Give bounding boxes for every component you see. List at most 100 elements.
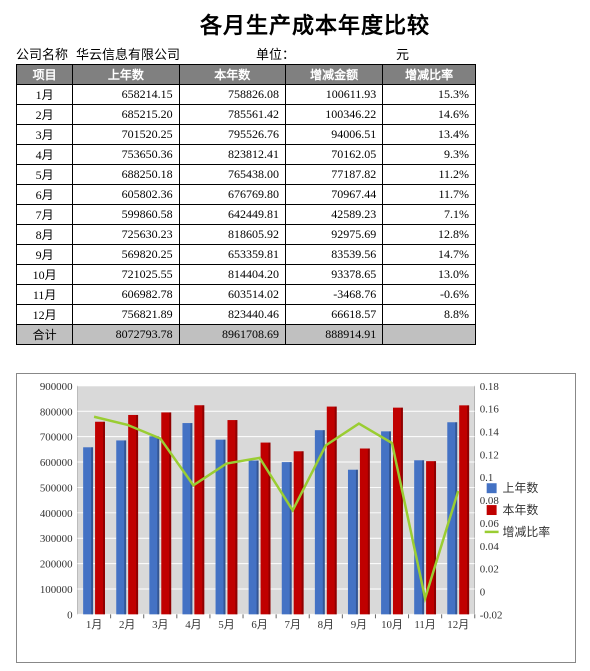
cell: 70967.44 [286, 185, 383, 205]
svg-text:3月: 3月 [152, 619, 168, 631]
cell: 569820.25 [73, 245, 179, 265]
cell: 1月 [17, 85, 73, 105]
svg-text:6月: 6月 [251, 619, 267, 631]
cell: 8961708.69 [179, 325, 285, 345]
svg-text:600000: 600000 [40, 457, 73, 469]
cell: 8072793.78 [73, 325, 179, 345]
cell: 13.0% [383, 265, 476, 285]
cell: 721025.55 [73, 265, 179, 285]
cell: 14.6% [383, 105, 476, 125]
cell: 94006.51 [286, 125, 383, 145]
svg-text:700000: 700000 [40, 432, 73, 444]
cell: 14.7% [383, 245, 476, 265]
svg-text:7月: 7月 [285, 619, 301, 631]
svg-text:10月: 10月 [381, 619, 403, 631]
svg-text:900000: 900000 [40, 381, 73, 393]
cell: 92975.69 [286, 225, 383, 245]
cell: 2月 [17, 105, 73, 125]
table-row: 5月688250.18765438.0077187.8211.2% [17, 165, 476, 185]
table-row: 10月721025.55814404.2093378.6513.0% [17, 265, 476, 285]
cost-chart: 0100000200000300000400000500000600000700… [17, 374, 575, 662]
cell: 599860.58 [73, 205, 179, 225]
page-title: 各月生产成本年度比较 [56, 8, 574, 40]
unit-value: 元 [396, 44, 456, 63]
chart-container: 0100000200000300000400000500000600000700… [16, 373, 576, 663]
cell: 605802.36 [73, 185, 179, 205]
cell: 100611.93 [286, 85, 383, 105]
svg-text:300000: 300000 [40, 533, 73, 545]
cell: 9.3% [383, 145, 476, 165]
svg-text:8月: 8月 [318, 619, 334, 631]
cell: 603514.02 [179, 285, 285, 305]
cell: 658214.15 [73, 85, 179, 105]
table-row: 3月701520.25795526.7694006.5113.4% [17, 125, 476, 145]
svg-text:2月: 2月 [119, 619, 135, 631]
table-row: 12月756821.89823440.4666618.578.8% [17, 305, 476, 325]
svg-text:5月: 5月 [218, 619, 234, 631]
table-row: 4月753650.36823812.4170162.059.3% [17, 145, 476, 165]
cell: 888914.91 [286, 325, 383, 345]
cell: 66618.57 [286, 305, 383, 325]
cell: 653359.81 [179, 245, 285, 265]
cell: 11.7% [383, 185, 476, 205]
cell: 756821.89 [73, 305, 179, 325]
cell: -3468.76 [286, 285, 383, 305]
svg-text:0: 0 [480, 586, 486, 598]
svg-text:0.16: 0.16 [480, 404, 500, 416]
svg-text:400000: 400000 [40, 508, 73, 520]
table-row: 1月658214.15758826.08100611.9315.3% [17, 85, 476, 105]
svg-text:上年数: 上年数 [503, 481, 539, 495]
cell: 70162.05 [286, 145, 383, 165]
company-name: 华云信息有限公司 [76, 44, 256, 63]
cell: 8.8% [383, 305, 476, 325]
svg-text:11月: 11月 [414, 619, 435, 631]
svg-text:200000: 200000 [40, 559, 73, 571]
svg-text:0.18: 0.18 [480, 381, 500, 393]
col-header: 本年数 [179, 65, 285, 85]
cell: 83539.56 [286, 245, 383, 265]
svg-text:0.02: 0.02 [480, 564, 499, 576]
svg-text:本年数: 本年数 [503, 503, 539, 517]
cell: 642449.81 [179, 205, 285, 225]
cell: 3月 [17, 125, 73, 145]
svg-text:0.14: 0.14 [480, 427, 500, 439]
svg-text:增减比率: 增减比率 [503, 525, 551, 539]
col-header: 项目 [17, 65, 73, 85]
cell: -0.6% [383, 285, 476, 305]
cell: 685215.20 [73, 105, 179, 125]
unit-label: 单位： [256, 44, 396, 63]
svg-text:0.12: 0.12 [480, 449, 499, 461]
svg-text:0: 0 [67, 609, 73, 621]
svg-text:0.06: 0.06 [480, 518, 500, 530]
col-header: 增减比率 [383, 65, 476, 85]
cell: 701520.25 [73, 125, 179, 145]
cell: 795526.76 [179, 125, 285, 145]
cell: 9月 [17, 245, 73, 265]
meta-row: 公司名称 华云信息有限公司 单位： 元 [16, 44, 574, 63]
svg-text:-0.02: -0.02 [480, 609, 503, 621]
cell: 合计 [17, 325, 73, 345]
cell: 765438.00 [179, 165, 285, 185]
cell: 6月 [17, 185, 73, 205]
svg-text:12月: 12月 [447, 619, 469, 631]
cell: 11.2% [383, 165, 476, 185]
svg-text:4月: 4月 [185, 619, 201, 631]
table-row: 7月599860.58642449.8142589.237.1% [17, 205, 476, 225]
table-row: 2月685215.20785561.42100346.2214.6% [17, 105, 476, 125]
cell: 4月 [17, 145, 73, 165]
cell: 7月 [17, 205, 73, 225]
cell: 606982.78 [73, 285, 179, 305]
cost-table: 项目上年数本年数增减金额增减比率 1月658214.15758826.08100… [16, 64, 476, 345]
svg-text:0.1: 0.1 [480, 472, 494, 484]
cell: 12.8% [383, 225, 476, 245]
cell: 823812.41 [179, 145, 285, 165]
cell: 676769.80 [179, 185, 285, 205]
company-label: 公司名称 [16, 44, 76, 63]
cell: 688250.18 [73, 165, 179, 185]
table-row: 6月605802.36676769.8070967.4411.7% [17, 185, 476, 205]
total-row: 合计8072793.788961708.69888914.91 [17, 325, 476, 345]
cell: 758826.08 [179, 85, 285, 105]
cell: 753650.36 [73, 145, 179, 165]
cell [383, 325, 476, 345]
cell: 10月 [17, 265, 73, 285]
